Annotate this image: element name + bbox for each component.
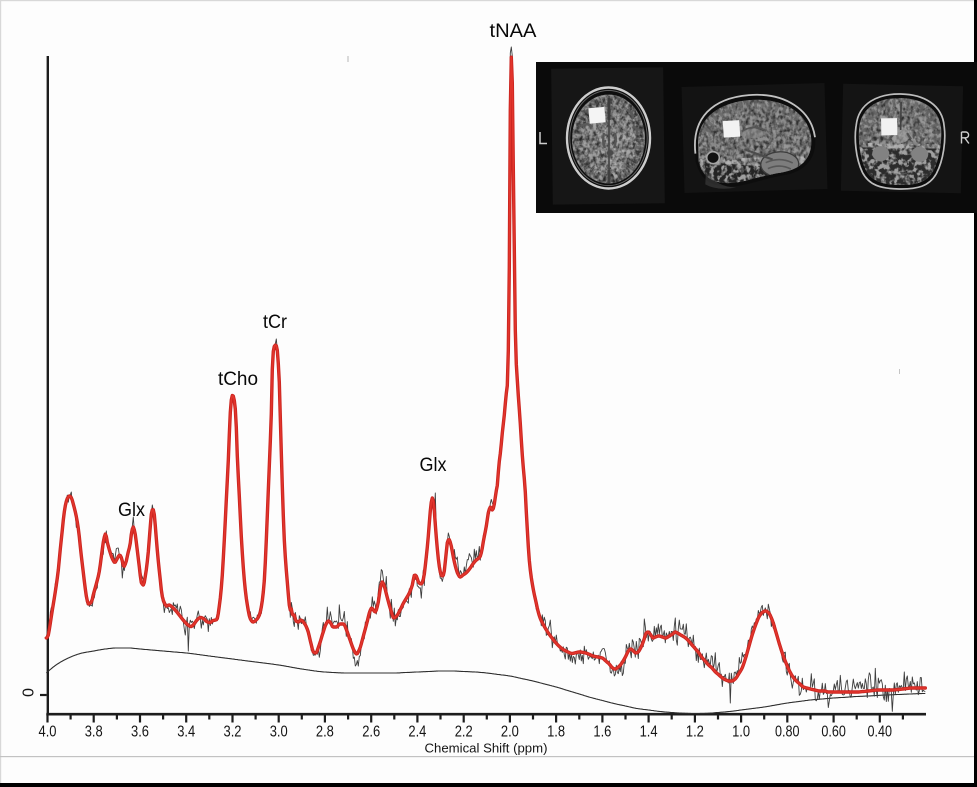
svg-text:1.4: 1.4 [640, 724, 658, 741]
svg-text:4.0: 4.0 [39, 724, 57, 741]
svg-text:1.8: 1.8 [547, 724, 565, 741]
svg-text:Glx: Glx [420, 455, 447, 476]
svg-text:3.6: 3.6 [131, 724, 149, 741]
svg-text:3.4: 3.4 [177, 724, 195, 741]
svg-text:1.2: 1.2 [686, 724, 704, 741]
svg-text:2.8: 2.8 [316, 724, 334, 741]
svg-text:3.0: 3.0 [270, 724, 288, 741]
svg-text:2.2: 2.2 [455, 724, 473, 741]
svg-text:0.80: 0.80 [775, 724, 800, 741]
svg-text:1.0: 1.0 [732, 724, 750, 741]
svg-text:3.8: 3.8 [85, 724, 103, 741]
svg-text:2.0: 2.0 [501, 724, 519, 741]
svg-text:tNAA: tNAA [490, 21, 537, 42]
svg-text:Chemical Shift (ppm): Chemical Shift (ppm) [425, 741, 548, 756]
svg-text:0.60: 0.60 [821, 724, 846, 741]
svg-text:Glx: Glx [118, 500, 145, 521]
svg-text:3.2: 3.2 [224, 724, 242, 741]
svg-text:0: 0 [21, 688, 38, 697]
svg-text:1.6: 1.6 [593, 724, 611, 741]
svg-text:tCr: tCr [263, 312, 288, 333]
svg-text:tCho: tCho [218, 369, 258, 390]
svg-text:0.40: 0.40 [868, 724, 893, 741]
svg-text:2.6: 2.6 [362, 724, 380, 741]
svg-text:2.4: 2.4 [408, 724, 426, 741]
